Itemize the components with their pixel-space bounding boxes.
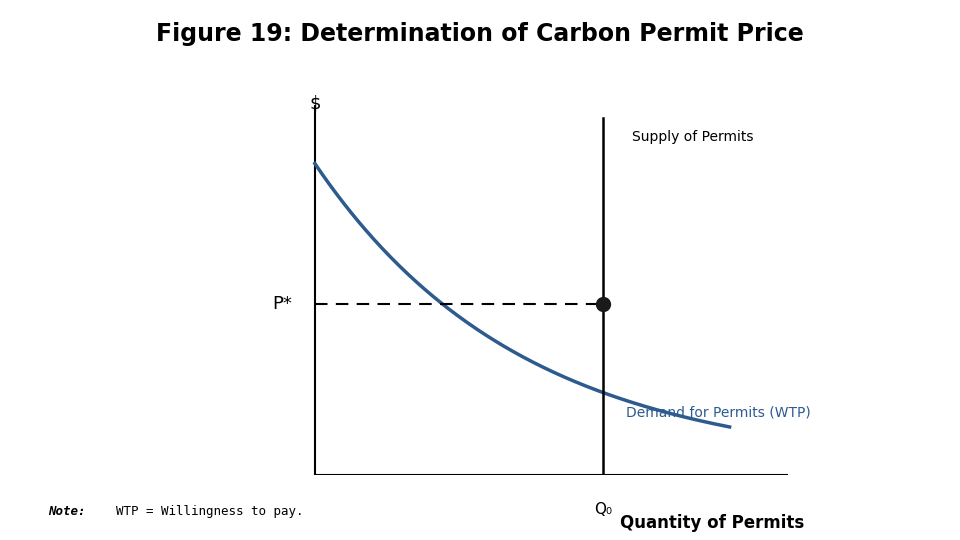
Text: Supply of Permits: Supply of Permits [632, 130, 754, 144]
Text: Q₀: Q₀ [594, 502, 612, 517]
Text: WTP = Willingness to pay.: WTP = Willingness to pay. [101, 505, 303, 518]
Text: Figure 19: Determination of Carbon Permit Price: Figure 19: Determination of Carbon Permi… [156, 22, 804, 45]
Text: Quantity of Permits: Quantity of Permits [620, 514, 804, 532]
Text: Note:: Note: [48, 505, 85, 518]
Text: P*: P* [272, 295, 292, 313]
Text: $: $ [309, 94, 321, 112]
Text: Demand for Permits (WTP): Demand for Permits (WTP) [626, 406, 810, 420]
